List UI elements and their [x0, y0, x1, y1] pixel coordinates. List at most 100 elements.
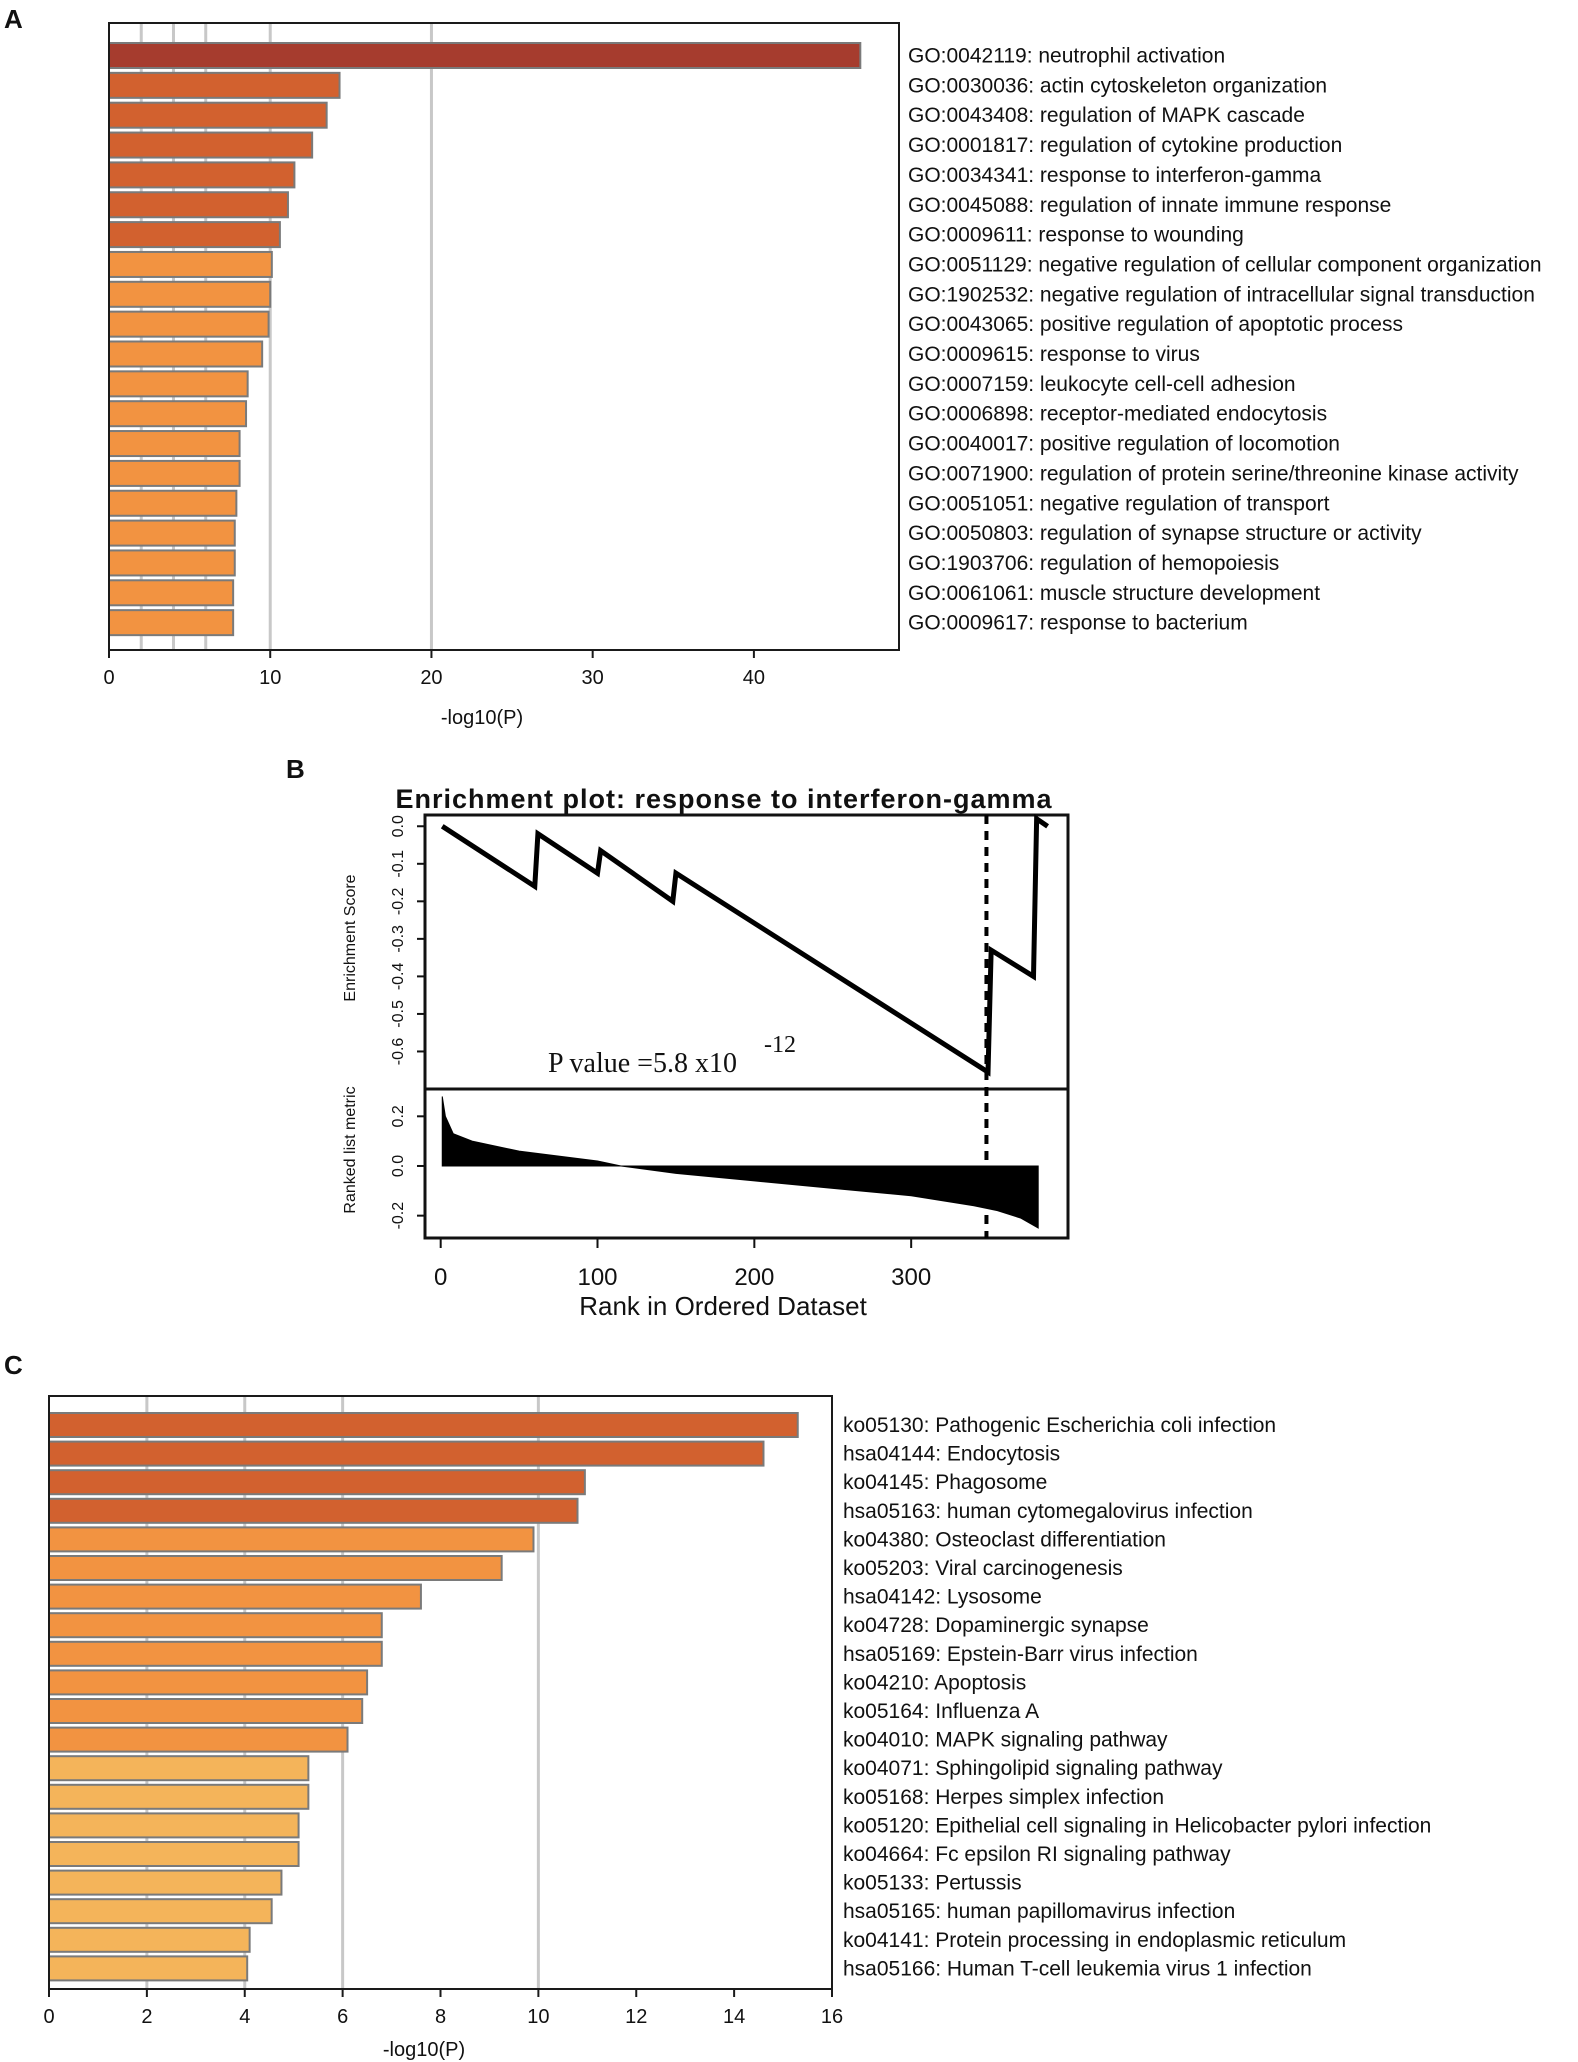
bar-hsa04144	[48, 1440, 765, 1467]
es-y-tick-label: -0.5	[390, 1000, 407, 1028]
x-tick-label: 12	[625, 2006, 647, 2028]
bar-go	[108, 131, 314, 159]
category-label: GO:0071900: regulation of protein serine…	[908, 462, 1519, 485]
es-y-tick-label: -0.3	[390, 925, 407, 953]
gsea-title: Enrichment plot: response to interferon-…	[395, 784, 1052, 814]
category-label: GO:0042119: neutrophil activation	[908, 45, 1225, 68]
bar-go	[108, 71, 341, 99]
panel-a-x-axis-title: -log10(P)	[441, 707, 523, 729]
ranked-metric-fill	[441, 1096, 1039, 1229]
bar-ko04141	[48, 1926, 251, 1953]
category-label: hsa05169: Epstein-Barr virus infection	[843, 1643, 1198, 1666]
category-label: hsa05165: human papillomavirus infection	[843, 1900, 1235, 1923]
panel-a-bars	[108, 42, 862, 637]
x-tick-label: 4	[239, 2006, 250, 2028]
x-tick-label: 40	[743, 667, 765, 689]
bar-go	[108, 280, 272, 308]
category-label: GO:0051129: negative regulation of cellu…	[908, 253, 1542, 276]
bar-ko04728	[48, 1612, 383, 1639]
enrichment-score-curve	[440, 814, 1050, 1238]
bar-ko05168	[48, 1783, 310, 1810]
x-tick-label: 8	[435, 2006, 446, 2028]
panel-a: A GO:0042119: neutrophil activationGO:00…	[4, 4, 1542, 729]
category-label: GO:0006898: receptor-mediated endocytosi…	[908, 403, 1327, 426]
category-label: GO:0001817: regulation of cytokine produ…	[908, 134, 1342, 157]
panel-c-x-axis-title: -log10(P)	[383, 2039, 465, 2061]
category-label: ko04728: Dopaminergic synapse	[843, 1614, 1149, 1637]
category-label: GO:1903706: regulation of hemopoiesis	[908, 552, 1279, 575]
bar-hsa05169	[48, 1640, 383, 1667]
es-y-axis-title: Enrichment Score	[342, 874, 359, 1001]
gsea-x-axis-title: Rank in Ordered Dataset	[579, 1291, 867, 1321]
panel-label-a: A	[4, 4, 23, 34]
metric-y-tick-label: 0.2	[390, 1105, 407, 1127]
panel-a-x-ticks: 0 10 20 30 40	[103, 650, 765, 689]
gsea-x-tick-label: 100	[577, 1264, 617, 1291]
panel-a-category-labels: GO:0042119: neutrophil activation GO:0030…	[908, 45, 1542, 635]
category-label: hsa04142: Lysosome	[843, 1586, 1042, 1609]
es-y-tick-label: -0.4	[390, 963, 407, 991]
panel-b: B Enrichment plot: response to interfero…	[286, 754, 1070, 1321]
es-line	[440, 814, 1050, 1077]
bar-go	[108, 400, 248, 428]
bar-ko05130	[48, 1412, 799, 1438]
ranked-metric-area	[441, 1096, 1039, 1229]
bar-ko05164	[48, 1698, 364, 1724]
bar-go	[108, 310, 270, 338]
bar-go	[108, 191, 289, 219]
bar-go	[108, 549, 236, 577]
es-y-tick-label: -0.2	[390, 887, 407, 915]
metric-y-tick-label: -0.2	[390, 1202, 407, 1230]
gsea-plot-frame	[423, 813, 1070, 1240]
panel-c-x-ticks: 0 2 4 6 8 10 12 14 16	[43, 1989, 843, 2028]
category-label: ko04664: Fc epsilon RI signaling pathway	[843, 1843, 1231, 1866]
bar-go	[108, 519, 236, 547]
category-label: ko05120: Epithelial cell signaling in He…	[843, 1814, 1431, 1837]
bar-go	[108, 250, 273, 278]
gsea-x-tick-label: 300	[891, 1264, 931, 1291]
x-tick-label: 10	[527, 2006, 549, 2028]
bar-go	[108, 609, 235, 637]
bar-ko04380	[48, 1526, 535, 1553]
bar-go	[108, 579, 235, 607]
bar-hsa05166	[48, 1955, 249, 1982]
category-label: ko05133: Pertussis	[843, 1872, 1022, 1895]
metric-y-axis-title: Ranked list metric	[342, 1086, 359, 1213]
category-label: ko05203: Viral carcinogenesis	[843, 1557, 1123, 1580]
es-y-tick-label: -0.6	[390, 1038, 407, 1066]
category-label: GO:0045088: regulation of innate immune …	[908, 194, 1391, 217]
metric-y-tick-label: 0.0	[390, 1155, 407, 1177]
bar-ko05133	[48, 1869, 283, 1896]
category-label: GO:0061061: muscle structure development	[908, 582, 1320, 605]
p-value-exponent: -12	[764, 1032, 796, 1058]
panel-c: C ko05130: Pathogenic Escherichia coli i…	[4, 1350, 1431, 2061]
category-label: GO:0051051: negative regulation of trans…	[908, 492, 1330, 515]
category-label: ko04010: MAPK signaling pathway	[843, 1729, 1168, 1752]
category-label: ko04141: Protein processing in endoplasm…	[843, 1929, 1346, 1952]
category-label: hsa05166: Human T-cell leukemia virus 1 …	[843, 1957, 1312, 1980]
x-tick-label: 10	[259, 667, 281, 689]
x-tick-label: 20	[420, 667, 442, 689]
category-label: hsa04144: Endocytosis	[843, 1443, 1060, 1466]
panel-a-plot-frame	[108, 22, 900, 651]
bar-ko04071	[48, 1755, 310, 1782]
gsea-axes: 0.0 -0.1 -0.2 -0.3 -0.4 -0.5 -0.6 0.2 0.0 -0.2 0 10…	[390, 815, 931, 1291]
panel-label-c: C	[4, 1350, 23, 1380]
category-label: ko05164: Influenza A	[843, 1700, 1039, 1723]
category-label: GO:0030036: actin cytoskeleton organizat…	[908, 74, 1327, 97]
bar-go	[108, 459, 241, 487]
panel-label-b: B	[286, 754, 305, 784]
bar-go	[108, 42, 862, 69]
bar-go	[108, 340, 264, 368]
x-tick-label: 2	[141, 2006, 152, 2028]
es-y-tick-label: 0.0	[390, 815, 407, 837]
x-tick-label: 0	[103, 667, 114, 689]
es-y-tick-label: -0.1	[390, 850, 407, 878]
bar-go	[108, 101, 328, 129]
category-label: ko04380: Osteoclast differentiation	[843, 1528, 1166, 1551]
category-label: GO:1902532: negative regulation of intra…	[908, 283, 1535, 306]
category-label: GO:0009617: response to bacterium	[908, 612, 1248, 635]
category-label: GO:0050803: regulation of synapse struct…	[908, 522, 1422, 545]
bar-ko04664	[48, 1841, 300, 1867]
